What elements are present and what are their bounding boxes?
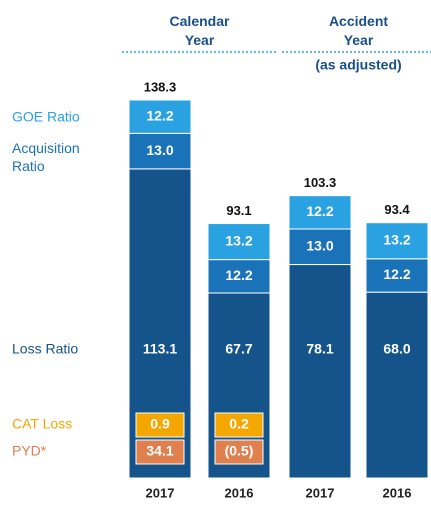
x-tick-label: 2017	[306, 485, 335, 500]
legend-label: Loss Ratio	[12, 341, 78, 357]
bar-segment	[288, 228, 352, 266]
component-box	[135, 439, 185, 465]
bar-segment	[207, 259, 271, 294]
segment-label: 13.0	[146, 142, 173, 158]
bar-segment	[207, 223, 271, 261]
bar-segment	[365, 291, 429, 479]
x-tick-label: 2016	[383, 485, 412, 500]
bar-segment	[128, 132, 192, 170]
segment-label: 12.2	[383, 266, 410, 282]
segment-label: 12.2	[225, 267, 252, 283]
group-sublabel: (as adjusted)	[315, 57, 401, 73]
segment-label: 67.7	[225, 341, 252, 357]
group-label: Accident Year	[329, 13, 388, 48]
total-label: 93.4	[384, 202, 410, 217]
component-box	[214, 412, 264, 438]
bar-segment	[128, 99, 192, 134]
total-label: 138.3	[144, 79, 177, 94]
legend-label: Acquisition Ratio	[12, 140, 80, 174]
x-tick-label: 2016	[225, 485, 254, 500]
component-label: (0.5)	[225, 443, 254, 459]
bar-segment	[288, 195, 352, 230]
segment-label: 13.2	[225, 232, 252, 248]
segment-label: 113.1	[143, 341, 177, 357]
total-label: 93.1	[226, 203, 251, 218]
bar-segment	[365, 258, 429, 293]
total-label: 103.3	[304, 175, 337, 190]
bar-segment	[365, 222, 429, 260]
segment-label: 68.0	[383, 341, 410, 357]
component-label: 0.2	[229, 416, 249, 432]
component-label: 34.1	[146, 443, 173, 459]
segment-label: 12.2	[146, 107, 173, 123]
legend-label: GOE Ratio	[12, 109, 80, 125]
bar-segment	[288, 264, 352, 479]
legend-label: CAT Loss	[12, 416, 72, 432]
x-tick-label: 2017	[146, 485, 175, 500]
component-label: 0.9	[150, 416, 170, 432]
segment-label: 13.2	[383, 231, 410, 247]
segment-label: 13.0	[306, 237, 333, 253]
segment-label: 78.1	[306, 341, 333, 357]
segment-label: 12.2	[306, 203, 333, 219]
component-box	[214, 439, 264, 465]
group-label: Calendar Year	[170, 13, 230, 48]
component-box	[135, 412, 185, 438]
legend-label: PYD*	[12, 443, 47, 459]
